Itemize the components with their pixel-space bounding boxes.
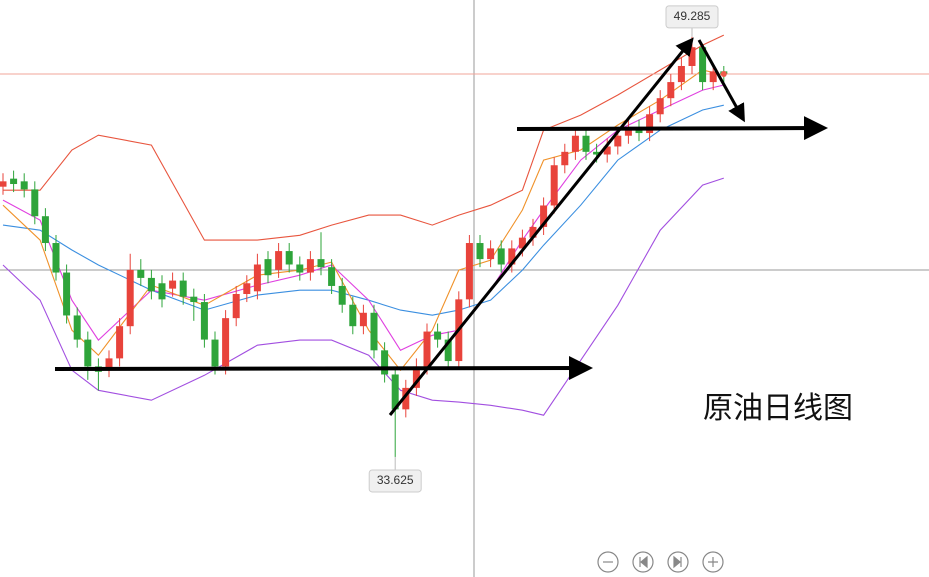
candle-body [116, 326, 124, 359]
down-arrow [697, 39, 745, 123]
candle-body [0, 181, 7, 187]
candle-body [253, 264, 261, 292]
candle-body [508, 248, 516, 265]
candle-body [593, 151, 601, 155]
candle-body [656, 98, 664, 115]
candle-body [465, 243, 473, 300]
candle-body [540, 205, 548, 227]
candle-body [10, 178, 18, 185]
candle-body [381, 350, 389, 375]
plot: 49.285 33.625 [0, 5, 929, 493]
candle-body [41, 216, 49, 244]
candle-body [84, 339, 92, 367]
candle-body [444, 339, 452, 362]
candle-body [370, 312, 378, 351]
candle-body [667, 82, 675, 99]
candle-body [603, 146, 611, 155]
candle-body [709, 71, 717, 83]
candle-body [317, 259, 325, 268]
candle-body [518, 237, 526, 249]
candle-body [688, 47, 696, 66]
candle-body [31, 189, 39, 217]
candle-body [349, 304, 357, 327]
candle-body [391, 374, 399, 410]
candle-body [52, 243, 60, 273]
candle-body [137, 269, 145, 278]
candle-body [179, 280, 187, 297]
support-arrow [54, 356, 593, 381]
candle-body [211, 339, 219, 367]
candle-body [328, 267, 336, 286]
candle-body [105, 358, 113, 370]
candle-body [476, 243, 484, 260]
candle-body [63, 272, 71, 316]
trend-arrow [388, 37, 694, 416]
candle-body [296, 264, 304, 273]
indicator-line [2, 177, 724, 416]
value-label: 49.285 [674, 9, 711, 23]
resistance-arrow [516, 116, 828, 141]
candle-body [582, 135, 590, 152]
candle-body [147, 277, 155, 292]
candle-body [306, 259, 314, 273]
indicator-line [2, 104, 724, 316]
label-box [665, 5, 719, 29]
candle-body [402, 387, 410, 410]
label-box [368, 469, 422, 493]
candle-body [359, 312, 367, 327]
candle-body [423, 331, 431, 367]
candle-body [646, 114, 654, 134]
candle-body [561, 151, 569, 166]
indicator-line [3, 34, 725, 241]
candle-body [190, 296, 198, 303]
candle-body [200, 302, 208, 340]
candle-body [275, 251, 283, 270]
candle-body [285, 251, 293, 265]
candle-body [487, 248, 495, 260]
candle-body [614, 135, 622, 147]
value-label: 33.625 [377, 473, 414, 487]
candle-body [624, 127, 632, 136]
candle-body [243, 283, 251, 294]
chart-title: 原油日线图 [703, 392, 853, 425]
candle-body [73, 315, 81, 340]
nav-buttons [597, 551, 724, 573]
candle-body [434, 331, 442, 340]
candle-body [412, 366, 420, 388]
candle-body [126, 269, 134, 327]
trend-arrows [54, 37, 828, 416]
last-price-dot [720, 71, 727, 78]
candle-body [677, 65, 685, 83]
candle-body [550, 165, 558, 206]
candle-body [529, 226, 537, 238]
candle-body [158, 283, 166, 300]
candle-body [338, 285, 346, 305]
candle-body [20, 181, 28, 190]
candle-body [699, 47, 707, 83]
candle-body [232, 293, 240, 319]
candle-body [264, 259, 272, 276]
candle-body [571, 135, 579, 152]
indicator-line [2, 84, 724, 352]
candle-body [222, 318, 230, 367]
candle-body [169, 280, 177, 289]
candle-body [497, 248, 505, 265]
